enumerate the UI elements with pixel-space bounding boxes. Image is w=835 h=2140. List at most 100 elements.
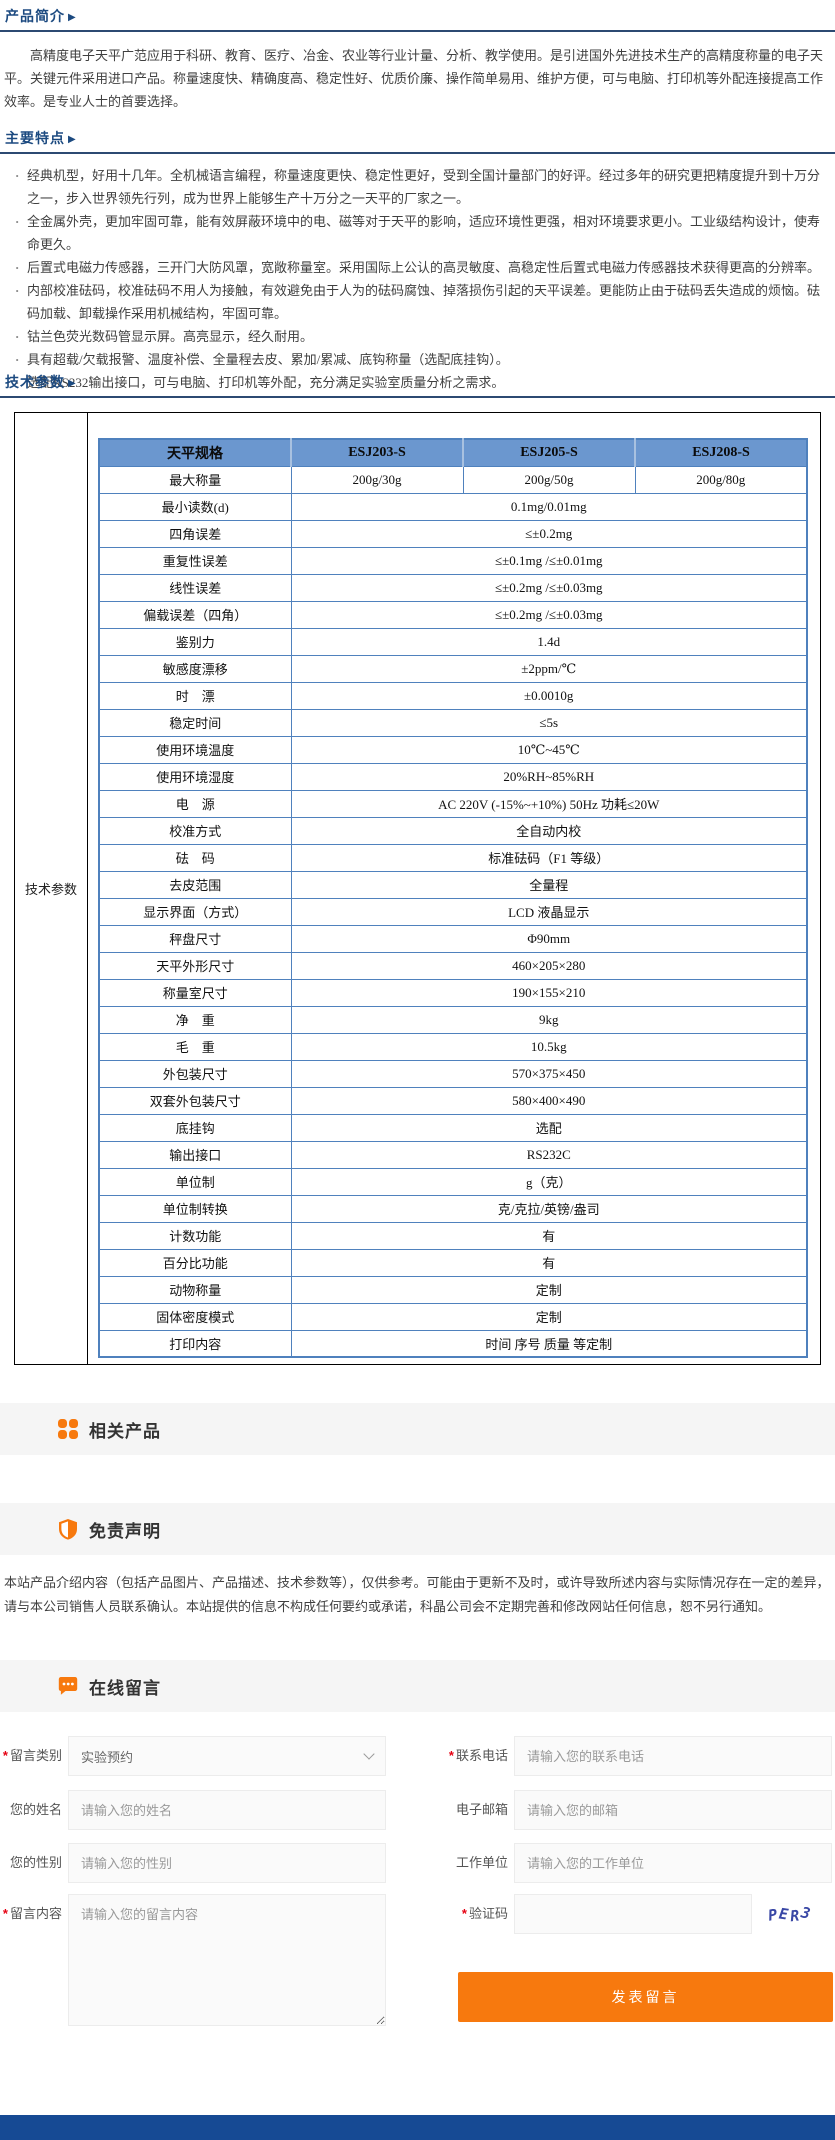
- captcha-input[interactable]: [514, 1894, 752, 1934]
- feature-text: 内部校准砝码，校准砝码不用人为接触，有效避免由于人为的砝码腐蚀、掉落损伤引起的天…: [27, 283, 821, 321]
- feature-item: · 具有超载/欠载报警、温度补偿、全量程去皮、累加/累减、底钩称量（选配底挂钩）。: [0, 348, 835, 371]
- spec-row: 秤盘尺寸 Φ90mm: [98, 924, 808, 953]
- category-label: 留言类别: [0, 1736, 62, 1776]
- spec-value: 0.1mg/0.01mg: [290, 492, 808, 521]
- feature-text: 后置式电磁力传感器，三开门大防风罩，宽敞称量室。采用国际上公认的高灵敏度、高稳定…: [27, 260, 821, 275]
- spec-label: 秤盘尺寸: [98, 924, 292, 953]
- spec-row: 重复性误差 ≤±0.1mg /≤±0.01mg: [98, 546, 808, 575]
- disclaimer-text: 本站产品介绍内容（包括产品图片、产品描述、技术参数等），仅供参考。可能由于更新不…: [4, 1575, 830, 1614]
- spec-value: 580×400×490: [290, 1086, 808, 1115]
- intro-title-text: 产品简介: [5, 8, 65, 24]
- spec-row: 输出接口 RS232C: [98, 1140, 808, 1169]
- footer-bar: [0, 2115, 835, 2140]
- spec-row: 鉴别力 1.4d: [98, 627, 808, 656]
- spec-row: 使用环境温度 10℃~45℃: [98, 735, 808, 764]
- spec-value: 570×375×450: [290, 1059, 808, 1088]
- spec-row: 计数功能有: [98, 1221, 808, 1250]
- spec-row: 外包装尺寸 570×375×450: [98, 1059, 808, 1088]
- phone-label: 联系电话: [446, 1736, 508, 1776]
- spec-label: 显示界面（方式）: [98, 897, 292, 926]
- specs-col-header: ESJ205-S: [462, 438, 636, 467]
- category-select[interactable]: 实验预约: [68, 1736, 386, 1776]
- chevron-down-icon: [363, 1748, 375, 1760]
- spec-value: Φ90mm: [290, 924, 808, 953]
- related-products-title: 相关产品: [89, 1421, 161, 1441]
- section-specs-header: 技术参数 ▶: [0, 372, 835, 398]
- spec-label: 最大称量: [98, 465, 292, 494]
- spec-value: 选配: [290, 1113, 808, 1142]
- spec-label: 动物称量: [98, 1275, 292, 1304]
- name-label: 您的姓名: [9, 1802, 62, 1817]
- spec-label: 重复性误差: [98, 546, 292, 575]
- chat-bubble-icon: [58, 1677, 78, 1695]
- feature-text: 选配RS232输出接口，可与电脑、打印机等外配，充分满足实验室质量分析之需求。: [27, 375, 505, 390]
- spec-label: 百分比功能: [98, 1248, 292, 1277]
- email-input[interactable]: [514, 1790, 832, 1830]
- spec-row: 使用环境湿度 20%RH~85%RH: [98, 762, 808, 791]
- spec-row: 打印内容 时间 序号 质量 等定制: [98, 1329, 808, 1358]
- company-label: 工作单位: [455, 1855, 508, 1870]
- features-list: · 经典机型，好用十几年。全机械语言编程，称量速度更快、稳定性更好，受到全国计量部…: [0, 164, 835, 394]
- spec-value: 9kg: [290, 1005, 808, 1034]
- spec-row: 单位制 g（克）: [98, 1167, 808, 1196]
- field-group-category: 留言类别 实验预约: [0, 1736, 386, 1776]
- bullet-icon: ·: [15, 375, 20, 390]
- name-input[interactable]: [68, 1790, 386, 1830]
- content-textarea[interactable]: [68, 1894, 386, 2026]
- section-intro-header: 产品简介 ▶: [0, 6, 835, 32]
- bullet-icon: ·: [15, 214, 20, 229]
- gender-input[interactable]: [68, 1843, 386, 1883]
- spec-value: 10.5kg: [290, 1032, 808, 1061]
- spec-value: RS232C: [290, 1140, 808, 1169]
- section-divider: [0, 30, 835, 32]
- spec-row: 最大称量 200g/30g 200g/50g 200g/80g: [98, 465, 808, 494]
- spec-label: 毛 重: [98, 1032, 292, 1061]
- spec-value: 460×205×280: [290, 951, 808, 980]
- feature-item: · 后置式电磁力传感器，三开门大防风罩，宽敞称量室。采用国际上公认的高灵敏度、高稳…: [0, 256, 835, 279]
- category-selected-value: 实验预约: [81, 1749, 134, 1765]
- spec-value: ≤±0.2mg /≤±0.03mg: [290, 573, 808, 602]
- spec-label: 打印内容: [98, 1329, 292, 1358]
- spec-value: 200g/80g: [634, 465, 808, 494]
- spec-value: AC 220V (-15%~+10%) 50Hz 功耗≤20W: [290, 789, 808, 818]
- spec-value: 定制: [290, 1275, 808, 1304]
- grid-clover-icon: [58, 1419, 78, 1439]
- spec-row: 最小读数(d) 0.1mg/0.01mg: [98, 492, 808, 521]
- company-input[interactable]: [514, 1843, 832, 1883]
- related-products-bar: 相关产品: [0, 1403, 835, 1455]
- specs-title-text: 技术参数: [5, 374, 65, 390]
- captcha-label: 验证码: [446, 1894, 508, 1934]
- spec-row: 电 源 AC 220V (-15%~+10%) 50Hz 功耗≤20W: [98, 789, 808, 818]
- field-group-name: 您的姓名: [0, 1790, 386, 1830]
- arrow-right-icon: ▶: [68, 134, 77, 145]
- intro-title: 产品简介 ▶: [0, 6, 835, 26]
- feature-item: · 选配RS232输出接口，可与电脑、打印机等外配，充分满足实验室质量分析之需求。: [0, 371, 835, 394]
- online-message-bar: 在线留言: [0, 1660, 835, 1712]
- phone-input[interactable]: [514, 1736, 832, 1776]
- spec-value: ≤±0.2mg /≤±0.03mg: [290, 600, 808, 629]
- spec-label: 固体密度模式: [98, 1302, 292, 1331]
- feature-item: · 全金属外壳，更加牢固可靠，能有效屏蔽环境中的电、磁等对于天平的影响，适应环境性…: [0, 210, 835, 256]
- bullet-icon: ·: [15, 283, 20, 298]
- specs-table: 天平规格 ESJ203-S ESJ205-S ESJ208-S 最大称量 200g…: [98, 438, 808, 1358]
- spec-label: 最小读数(d): [98, 492, 292, 521]
- spec-label: 砝 码: [98, 843, 292, 872]
- disclaimer-title: 免责声明: [89, 1521, 161, 1541]
- spec-label: 双套外包装尺寸: [98, 1086, 292, 1115]
- specs-col-header: 天平规格: [98, 438, 292, 467]
- spec-value: 有: [290, 1248, 808, 1277]
- spec-label: 校准方式: [98, 816, 292, 845]
- spec-value: 200g/30g: [290, 465, 464, 494]
- field-group-email: 电子邮箱: [446, 1790, 832, 1830]
- feature-text: 钴兰色荧光数码管显示屏。高亮显示，经久耐用。: [27, 329, 314, 344]
- feature-text: 全金属外壳，更加牢固可靠，能有效屏蔽环境中的电、磁等对于天平的影响，适应环境性更…: [27, 214, 821, 252]
- spec-value: LCD 液晶显示: [290, 897, 808, 926]
- spec-label: 去皮范围: [98, 870, 292, 899]
- submit-message-button[interactable]: 发表留言: [458, 1972, 833, 2022]
- spec-label: 计数功能: [98, 1221, 292, 1250]
- field-group-captcha: 验证码 PER3: [446, 1894, 812, 1934]
- captcha-image[interactable]: PER3: [766, 1902, 813, 1925]
- spec-value: 时间 序号 质量 等定制: [290, 1329, 808, 1358]
- section-divider: [0, 152, 835, 154]
- spec-value: ≤5s: [290, 708, 808, 737]
